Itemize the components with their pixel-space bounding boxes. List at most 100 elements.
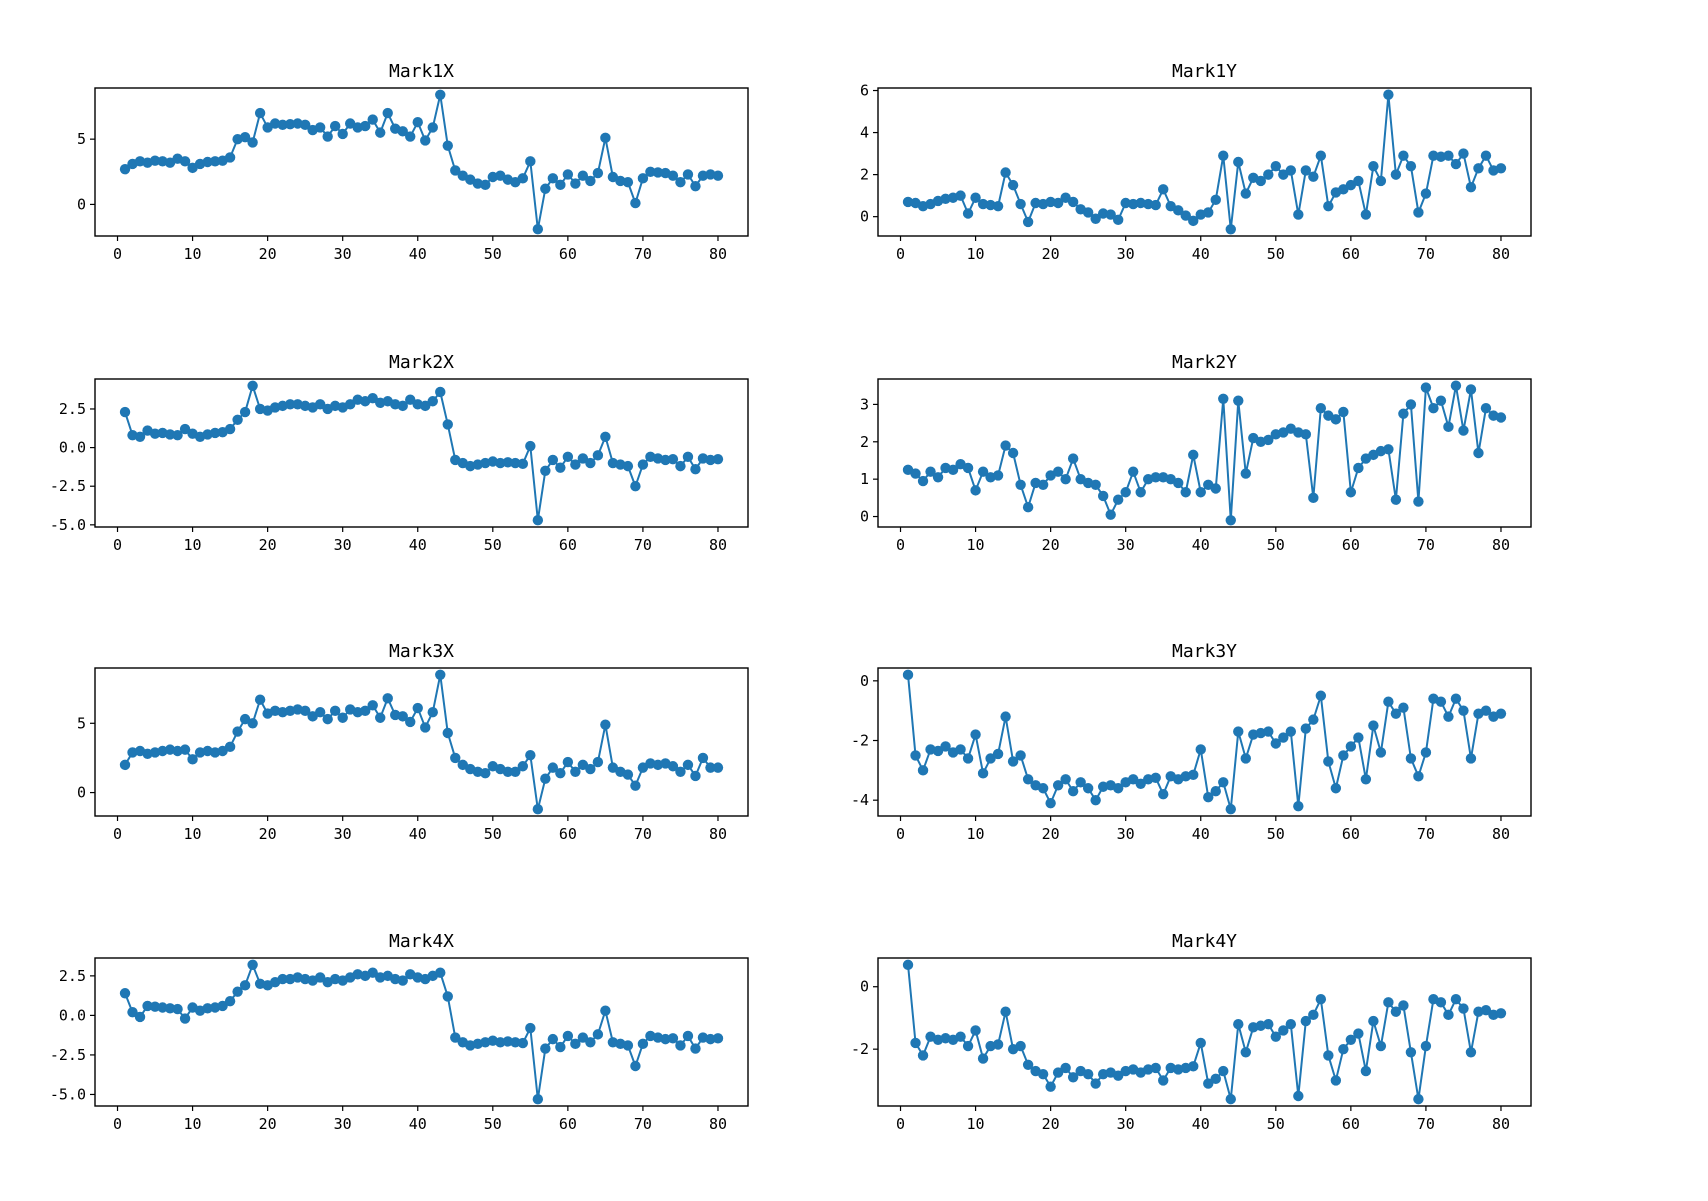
y-tick-label: -2 bbox=[851, 732, 869, 750]
data-point bbox=[667, 170, 679, 181]
chart-svg: Mark4X 0 10 20 30 40 50 60 70 80 -5.0 -2.5 0.0 2.5 bbox=[50, 931, 749, 1133]
x-tick-label: 30 bbox=[334, 245, 352, 263]
data-point bbox=[1000, 711, 1011, 722]
data-point bbox=[1450, 994, 1462, 1005]
y-tick-label: 1 bbox=[860, 470, 869, 488]
data-point bbox=[435, 89, 446, 100]
data-point bbox=[1082, 1068, 1094, 1080]
data-point bbox=[517, 1037, 529, 1049]
data-point bbox=[675, 1040, 686, 1051]
data-point bbox=[1105, 509, 1116, 520]
x-tick-label: 20 bbox=[259, 245, 277, 263]
data-point bbox=[902, 959, 914, 971]
data-point bbox=[1428, 402, 1439, 414]
data-point bbox=[299, 119, 311, 131]
data-point bbox=[322, 131, 333, 142]
data-point bbox=[1458, 425, 1469, 436]
chart-svg: Mark3Y 0 10 20 30 40 50 60 70 80 -4 -2 0 bbox=[851, 641, 1532, 843]
data-point bbox=[142, 1000, 153, 1012]
data-point bbox=[375, 712, 386, 723]
data-point bbox=[932, 745, 944, 757]
data-point bbox=[570, 178, 581, 189]
data-point bbox=[1150, 772, 1161, 784]
data-point bbox=[1203, 792, 1214, 803]
y-tick-label: 0 bbox=[860, 978, 869, 996]
data-point bbox=[1263, 434, 1274, 446]
data-point bbox=[247, 380, 258, 391]
data-point bbox=[239, 980, 251, 991]
y-tick-label: 0 bbox=[77, 195, 86, 213]
data-point bbox=[1067, 1072, 1079, 1083]
data-point bbox=[660, 454, 671, 466]
x-tick-label: 40 bbox=[1192, 1115, 1210, 1133]
x-tick-label: 0 bbox=[896, 825, 905, 843]
data-point bbox=[682, 759, 694, 771]
data-point bbox=[925, 466, 936, 477]
y-tick-label: 0.0 bbox=[59, 439, 86, 457]
data-point bbox=[1495, 412, 1507, 423]
data-point bbox=[577, 170, 589, 181]
data-point bbox=[1465, 753, 1477, 764]
data-point bbox=[1045, 797, 1056, 809]
y-tick-label: 0 bbox=[860, 672, 869, 690]
data-point bbox=[1330, 414, 1342, 425]
data-point bbox=[1300, 1015, 1312, 1027]
data-point bbox=[1353, 1028, 1364, 1039]
data-point bbox=[562, 451, 574, 463]
data-point bbox=[1150, 199, 1161, 211]
data-point bbox=[1210, 194, 1221, 206]
data-point bbox=[1405, 399, 1417, 410]
data-point bbox=[442, 727, 453, 739]
data-point bbox=[232, 986, 243, 997]
data-point bbox=[314, 972, 326, 983]
data-point bbox=[1240, 188, 1251, 199]
data-point bbox=[1443, 1009, 1454, 1021]
y-tick-label: -2.5 bbox=[50, 1046, 86, 1064]
data-point bbox=[1323, 1050, 1334, 1061]
data-point bbox=[1158, 789, 1169, 800]
data-point bbox=[1158, 1075, 1169, 1086]
data-point bbox=[344, 399, 356, 410]
data-point bbox=[1218, 1065, 1229, 1077]
data-point bbox=[1308, 171, 1319, 182]
data-point bbox=[667, 761, 679, 772]
data-point bbox=[1450, 380, 1462, 391]
data-point bbox=[1188, 449, 1199, 461]
data-point bbox=[955, 190, 966, 201]
y-tick-label: 5 bbox=[77, 130, 86, 148]
data-point bbox=[1315, 994, 1327, 1005]
data-point bbox=[239, 132, 251, 143]
data-point bbox=[277, 973, 288, 985]
data-point bbox=[947, 464, 959, 476]
data-point bbox=[637, 173, 649, 184]
data-point bbox=[1405, 161, 1417, 172]
data-point bbox=[164, 429, 176, 440]
data-point bbox=[1450, 693, 1462, 704]
data-point bbox=[1405, 1047, 1417, 1058]
x-tick-label: 60 bbox=[559, 245, 577, 263]
data-point bbox=[1413, 207, 1424, 218]
data-point bbox=[577, 453, 589, 464]
chart-title: Mark3Y bbox=[1172, 641, 1237, 662]
data-point bbox=[1203, 207, 1214, 218]
data-point bbox=[940, 741, 951, 752]
data-point bbox=[1278, 1025, 1289, 1036]
data-point bbox=[1015, 198, 1026, 210]
data-point bbox=[209, 427, 221, 439]
axis-frame bbox=[877, 87, 1532, 237]
data-point bbox=[675, 177, 686, 188]
subplot-mark4y: Mark4Y 0 10 20 30 40 50 60 70 80 -2 0 bbox=[851, 931, 1532, 1133]
data-point bbox=[1195, 487, 1206, 498]
data-point bbox=[1112, 214, 1124, 226]
data-point bbox=[652, 167, 664, 178]
x-tick-label: 60 bbox=[559, 825, 577, 843]
data-point bbox=[1473, 447, 1484, 459]
data-point bbox=[1127, 466, 1139, 477]
data-point bbox=[284, 118, 296, 130]
data-point bbox=[405, 394, 416, 405]
data-point bbox=[1390, 1006, 1402, 1017]
data-point bbox=[314, 399, 326, 410]
data-point bbox=[705, 762, 716, 773]
x-tick-label: 10 bbox=[184, 245, 202, 263]
data-point bbox=[1443, 421, 1454, 433]
